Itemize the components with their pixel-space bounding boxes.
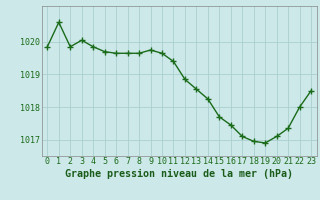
X-axis label: Graphe pression niveau de la mer (hPa): Graphe pression niveau de la mer (hPa) [65, 169, 293, 179]
